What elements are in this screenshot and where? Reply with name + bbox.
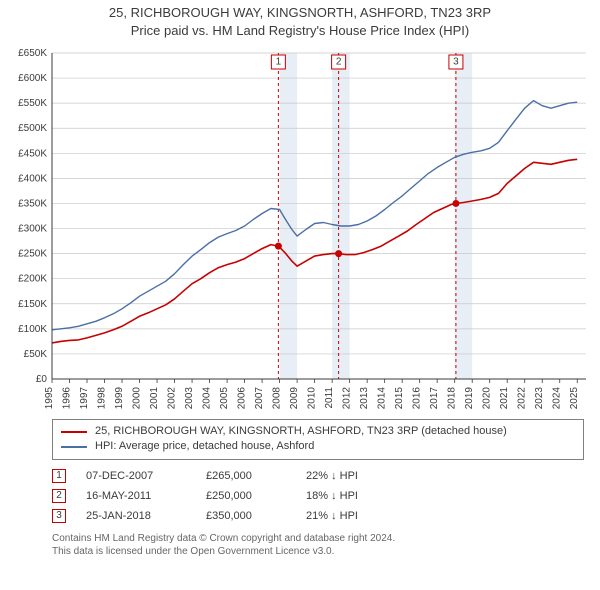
footer-line1: Contains HM Land Registry data © Crown c… xyxy=(52,532,584,546)
svg-text:2019: 2019 xyxy=(464,387,475,410)
svg-text:2014: 2014 xyxy=(377,387,388,410)
svg-text:1: 1 xyxy=(276,57,282,68)
chart-area: £0 £50K £100K £150K £200K £250K £300K £350K £400… xyxy=(0,39,600,419)
svg-text:£150K: £150K xyxy=(18,299,47,310)
legend-item: HPI: Average price, detached house, Ashf… xyxy=(61,439,575,454)
event-row: 3 25-JAN-2018 £350,000 21% ↓ HPI xyxy=(52,506,584,526)
event-date: 16-MAY-2011 xyxy=(86,490,186,502)
svg-text:£200K: £200K xyxy=(18,274,47,285)
svg-text:£0: £0 xyxy=(36,374,48,385)
svg-text:£100K: £100K xyxy=(18,324,47,335)
svg-text:1997: 1997 xyxy=(79,387,90,410)
svg-text:1998: 1998 xyxy=(97,387,108,410)
title-line2: Price paid vs. HM Land Registry's House … xyxy=(0,22,600,40)
svg-text:£400K: £400K xyxy=(18,173,47,184)
svg-text:£600K: £600K xyxy=(18,73,47,84)
svg-text:2016: 2016 xyxy=(412,387,423,410)
event-delta: 21% ↓ HPI xyxy=(306,510,358,522)
event-price: £250,000 xyxy=(206,490,286,502)
svg-text:2009: 2009 xyxy=(289,387,300,410)
svg-text:2013: 2013 xyxy=(359,387,370,410)
svg-text:£500K: £500K xyxy=(18,123,47,134)
event-price: £350,000 xyxy=(206,510,286,522)
event-marker: 1 xyxy=(52,469,66,483)
event-delta: 18% ↓ HPI xyxy=(306,490,358,502)
event-date: 25-JAN-2018 xyxy=(86,510,186,522)
svg-text:2020: 2020 xyxy=(482,387,493,410)
svg-text:2022: 2022 xyxy=(517,387,528,410)
svg-text:2004: 2004 xyxy=(202,387,213,410)
svg-text:2005: 2005 xyxy=(219,387,230,410)
legend-label: 25, RICHBOROUGH WAY, KINGSNORTH, ASHFORD… xyxy=(95,424,507,439)
event-marker: 3 xyxy=(52,509,66,523)
svg-text:£300K: £300K xyxy=(18,224,47,235)
svg-text:£250K: £250K xyxy=(18,249,47,260)
events-table: 1 07-DEC-2007 £265,000 22% ↓ HPI 2 16-MAY-201… xyxy=(52,466,584,526)
event-row: 2 16-MAY-2011 £250,000 18% ↓ HPI xyxy=(52,486,584,506)
svg-text:£550K: £550K xyxy=(18,98,47,109)
event-delta: 22% ↓ HPI xyxy=(306,470,358,482)
event-marker: 2 xyxy=(52,489,66,503)
event-row: 1 07-DEC-2007 £265,000 22% ↓ HPI xyxy=(52,466,584,486)
svg-text:2002: 2002 xyxy=(167,387,178,410)
svg-text:2: 2 xyxy=(336,57,342,68)
svg-text:2017: 2017 xyxy=(429,387,440,410)
svg-text:£350K: £350K xyxy=(18,199,47,210)
legend-swatch xyxy=(61,446,87,448)
line-chart-svg: £0 £50K £100K £150K £200K £250K £300K £350K £400… xyxy=(0,39,600,419)
svg-text:2021: 2021 xyxy=(499,387,510,410)
svg-text:2000: 2000 xyxy=(132,387,143,410)
svg-text:3: 3 xyxy=(453,57,459,68)
svg-text:2003: 2003 xyxy=(184,387,195,410)
attribution-footer: Contains HM Land Registry data © Crown c… xyxy=(52,532,584,559)
legend: 25, RICHBOROUGH WAY, KINGSNORTH, ASHFORD… xyxy=(52,419,584,460)
svg-text:2024: 2024 xyxy=(552,387,563,410)
legend-item: 25, RICHBOROUGH WAY, KINGSNORTH, ASHFORD… xyxy=(61,424,575,439)
event-date: 07-DEC-2007 xyxy=(86,470,186,482)
title-line1: 25, RICHBOROUGH WAY, KINGSNORTH, ASHFORD… xyxy=(0,4,600,22)
svg-text:£450K: £450K xyxy=(18,148,47,159)
svg-text:2025: 2025 xyxy=(569,387,580,410)
svg-text:1995: 1995 xyxy=(44,387,55,410)
svg-text:2015: 2015 xyxy=(394,387,405,410)
svg-text:2006: 2006 xyxy=(237,387,248,410)
svg-text:2011: 2011 xyxy=(324,387,335,409)
svg-text:2012: 2012 xyxy=(342,387,353,410)
svg-text:1996: 1996 xyxy=(62,387,73,410)
chart-title: 25, RICHBOROUGH WAY, KINGSNORTH, ASHFORD… xyxy=(0,0,600,39)
event-price: £265,000 xyxy=(206,470,286,482)
svg-text:1999: 1999 xyxy=(114,387,125,410)
svg-text:2007: 2007 xyxy=(254,387,265,410)
svg-text:2001: 2001 xyxy=(149,387,160,410)
svg-text:2008: 2008 xyxy=(272,387,283,410)
svg-text:2010: 2010 xyxy=(307,387,318,410)
footer-line2: This data is licensed under the Open Gov… xyxy=(52,545,584,559)
legend-label: HPI: Average price, detached house, Ashf… xyxy=(95,439,314,454)
svg-text:£650K: £650K xyxy=(18,48,47,59)
legend-swatch xyxy=(61,431,87,433)
svg-text:£50K: £50K xyxy=(24,349,48,360)
svg-text:2018: 2018 xyxy=(447,387,458,410)
svg-text:2023: 2023 xyxy=(534,387,545,410)
